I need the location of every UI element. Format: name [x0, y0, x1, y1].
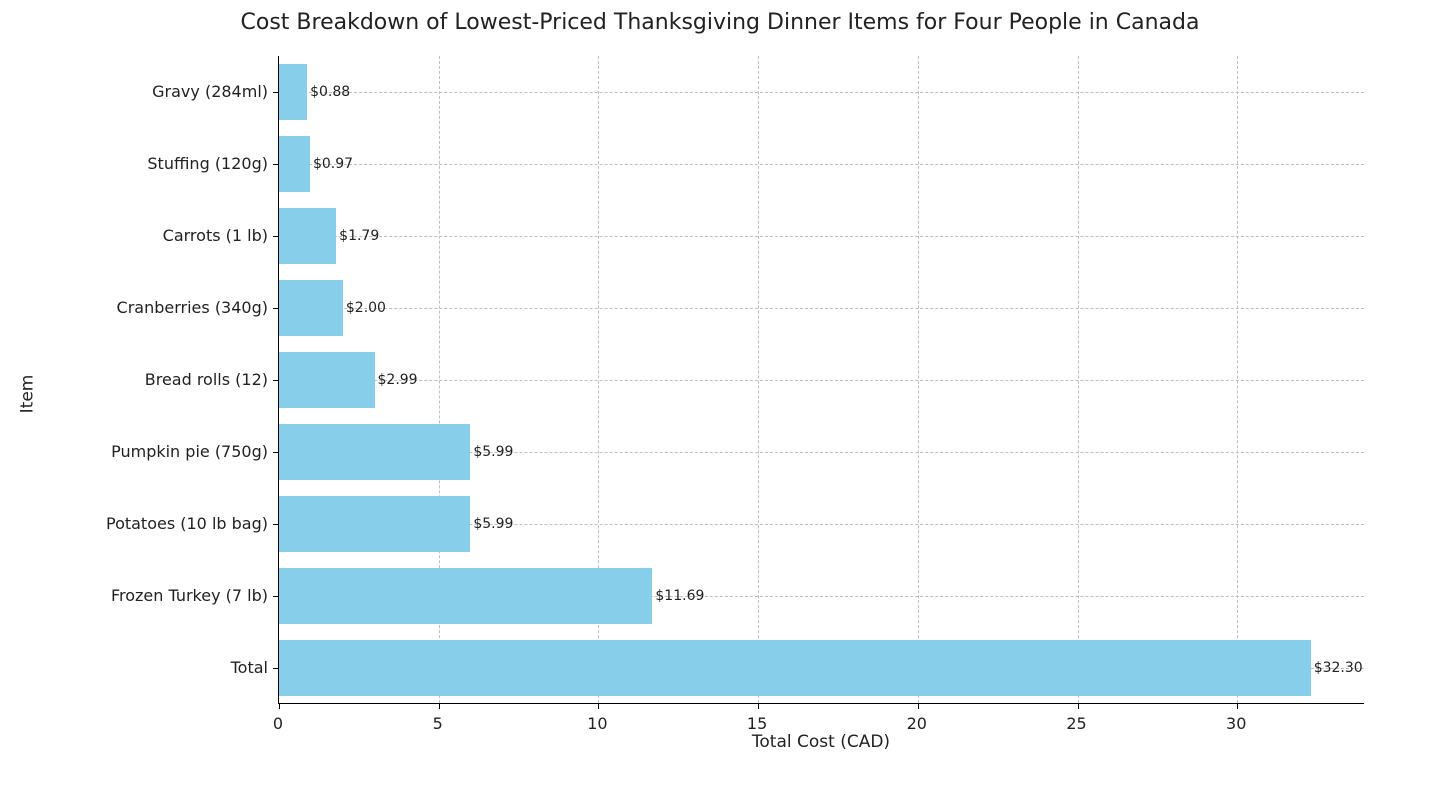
- bar: [279, 208, 336, 264]
- x-tick-mark: [918, 703, 919, 709]
- x-tick-label: 15: [737, 714, 777, 733]
- gridline-horizontal: [279, 380, 1364, 381]
- x-tick-label: 5: [418, 714, 458, 733]
- gridline-horizontal: [279, 236, 1364, 237]
- x-tick-label: 20: [897, 714, 937, 733]
- bar-value-label: $0.97: [313, 156, 353, 172]
- x-tick-label: 10: [577, 714, 617, 733]
- bar: [279, 136, 310, 192]
- y-tick-label: Cranberries (340g): [117, 298, 268, 317]
- x-tick-mark: [1078, 703, 1079, 709]
- bar: [279, 352, 375, 408]
- y-tick-label: Stuffing (120g): [147, 154, 268, 173]
- bar-value-label: $1.79: [339, 228, 379, 244]
- x-tick-label: 30: [1216, 714, 1256, 733]
- x-tick-label: 0: [258, 714, 298, 733]
- bar: [279, 280, 343, 336]
- bar: [279, 64, 307, 120]
- chart-container: Cost Breakdown of Lowest-Priced Thanksgi…: [0, 0, 1440, 787]
- gridline-horizontal: [279, 92, 1364, 93]
- bar-value-label: $32.30: [1314, 660, 1363, 676]
- chart-title: Cost Breakdown of Lowest-Priced Thanksgi…: [0, 10, 1440, 35]
- gridline-horizontal: [279, 308, 1364, 309]
- bar-value-label: $2.00: [346, 300, 386, 316]
- bar: [279, 568, 652, 624]
- x-axis-label: Total Cost (CAD): [278, 732, 1364, 752]
- x-tick-mark: [1237, 703, 1238, 709]
- gridline-horizontal: [279, 164, 1364, 165]
- plot-area: $0.88 $0.97 $1.79 $2.00 $2.99 $5.99 $5.99 $11.6…: [278, 56, 1364, 704]
- bar-value-label: $11.69: [655, 588, 704, 604]
- x-tick-mark: [279, 703, 280, 709]
- y-tick-label: Carrots (1 lb): [163, 226, 268, 245]
- bar-value-label: $5.99: [473, 444, 513, 460]
- bar: [279, 640, 1311, 696]
- bar-value-label: $2.99: [378, 372, 418, 388]
- y-tick-label: Total: [231, 658, 268, 677]
- y-axis-label: Item: [17, 374, 37, 413]
- y-tick-label: Frozen Turkey (7 lb): [111, 586, 268, 605]
- y-tick-label: Gravy (284ml): [152, 82, 268, 101]
- bar-value-label: $0.88: [310, 84, 350, 100]
- bar: [279, 496, 470, 552]
- x-tick-mark: [598, 703, 599, 709]
- x-tick-mark: [439, 703, 440, 709]
- bar: [279, 424, 470, 480]
- y-tick-label: Pumpkin pie (750g): [111, 442, 268, 461]
- y-tick-label: Potatoes (10 lb bag): [106, 514, 268, 533]
- x-tick-mark: [758, 703, 759, 709]
- y-tick-label: Bread rolls (12): [145, 370, 268, 389]
- x-tick-label: 25: [1057, 714, 1097, 733]
- bar-value-label: $5.99: [473, 516, 513, 532]
